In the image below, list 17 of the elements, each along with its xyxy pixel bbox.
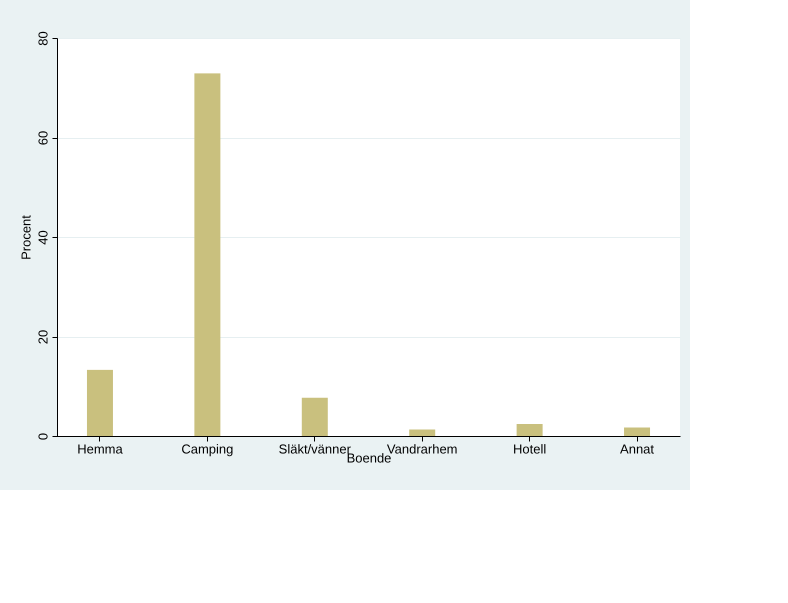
x-tick-label: Hemma [77,442,124,456]
y-tick-label: 40 [36,230,50,245]
bar [409,430,436,436]
y-tick-label: 80 [36,31,50,46]
x-tick-label: Hotell [512,442,546,456]
y-tick-label: 20 [36,330,50,344]
y-tick-label: 0 [36,432,50,440]
bar [516,424,543,436]
x-tick-label: Camping [181,442,234,456]
x-tick-label: Vandrarhem [386,442,458,456]
bar [194,73,220,436]
y-tick-label: 60 [36,130,50,146]
bar [86,370,113,436]
y-axis-title: Procent [18,214,34,260]
x-tick-label: Annat [620,442,654,456]
bar [624,428,650,436]
bar [302,398,328,436]
